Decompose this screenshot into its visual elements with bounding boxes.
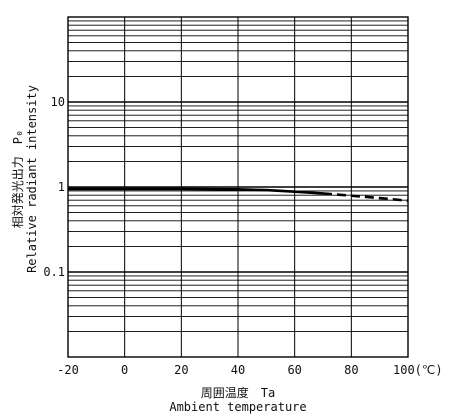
x-axis-title-en: Ambient temperature: [169, 400, 306, 414]
y-tick-label: 1: [58, 180, 65, 194]
y-axis-title-jp: 相対発光出力 P₀: [11, 130, 25, 228]
x-tick-label: 40: [231, 363, 245, 377]
x-tick-label: 80: [344, 363, 358, 377]
y-tick-label: 10: [51, 95, 65, 109]
grid: [68, 17, 408, 357]
x-tick-label: 20: [174, 363, 188, 377]
series-line-solid: [68, 187, 324, 195]
plot-frame: [67, 16, 409, 358]
y-tick-label: 0.1: [43, 265, 65, 279]
x-tick-label: 100(℃): [393, 363, 443, 377]
x-tick-label: 60: [287, 363, 301, 377]
x-axis-title-jp: 周囲温度 Ta: [201, 385, 275, 400]
y-axis-title-en: Relative radiant intensity: [25, 85, 39, 273]
tick-labels: -20 0 20 40 60 80 100(℃) 0.1 1 10: [43, 95, 442, 377]
series-line-dashed: [322, 192, 409, 202]
series-layer: [68, 187, 409, 202]
x-tick-label: 0: [121, 363, 128, 377]
x-tick-label: -20: [57, 363, 79, 377]
